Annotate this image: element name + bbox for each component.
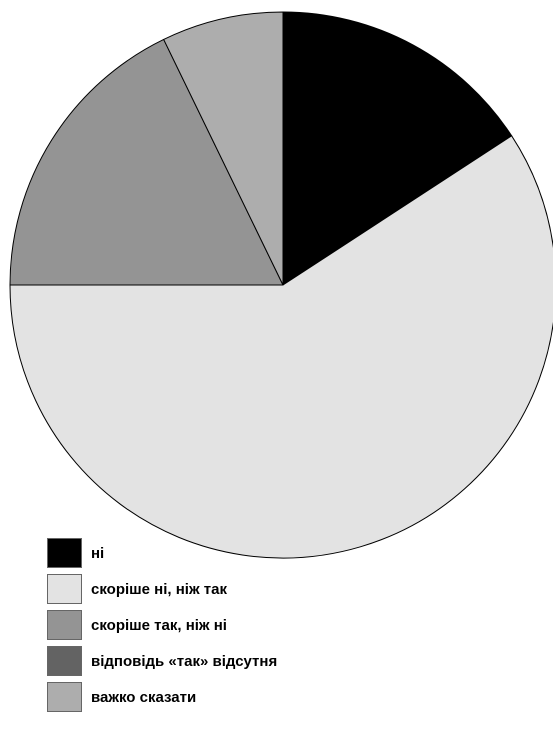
legend-item-tak-vidsutnia: відповідь «так» відсутня [47,646,277,676]
legend-swatch-skorishe-tak [47,610,82,640]
legend-item-skorishe-ni: скоріше ні, ніж так [47,574,277,604]
legend-item-skorishe-tak: скоріше так, ніж ні [47,610,277,640]
pie-slice-1 [9,135,553,559]
legend-label-skorishe-tak: скоріше так, ніж ні [91,616,227,634]
pie-chart [9,11,553,559]
pie-slice-2 [9,38,284,286]
legend-label-skorishe-ni: скоріше ні, ніж так [91,580,227,598]
chart-legend: ні скоріше ні, ніж так скоріше так, ніж … [47,538,277,718]
pie-slice-0 [282,11,513,286]
legend-swatch-skorishe-ni [47,574,82,604]
legend-swatch-tak-vidsutnia [47,646,82,676]
legend-label-tak-vidsutnia: відповідь «так» відсутня [91,652,278,670]
legend-item-vazhko-skazaty: важко сказати [47,682,277,712]
legend-swatch-ni [47,538,82,568]
legend-label-vazhko-skazaty: важко сказати [91,688,197,706]
legend-label-ni: ні [91,544,105,562]
legend-swatch-vazhko-skazaty [47,682,82,712]
legend-item-ni: ні [47,538,277,568]
pie-slice-4 [163,11,284,286]
